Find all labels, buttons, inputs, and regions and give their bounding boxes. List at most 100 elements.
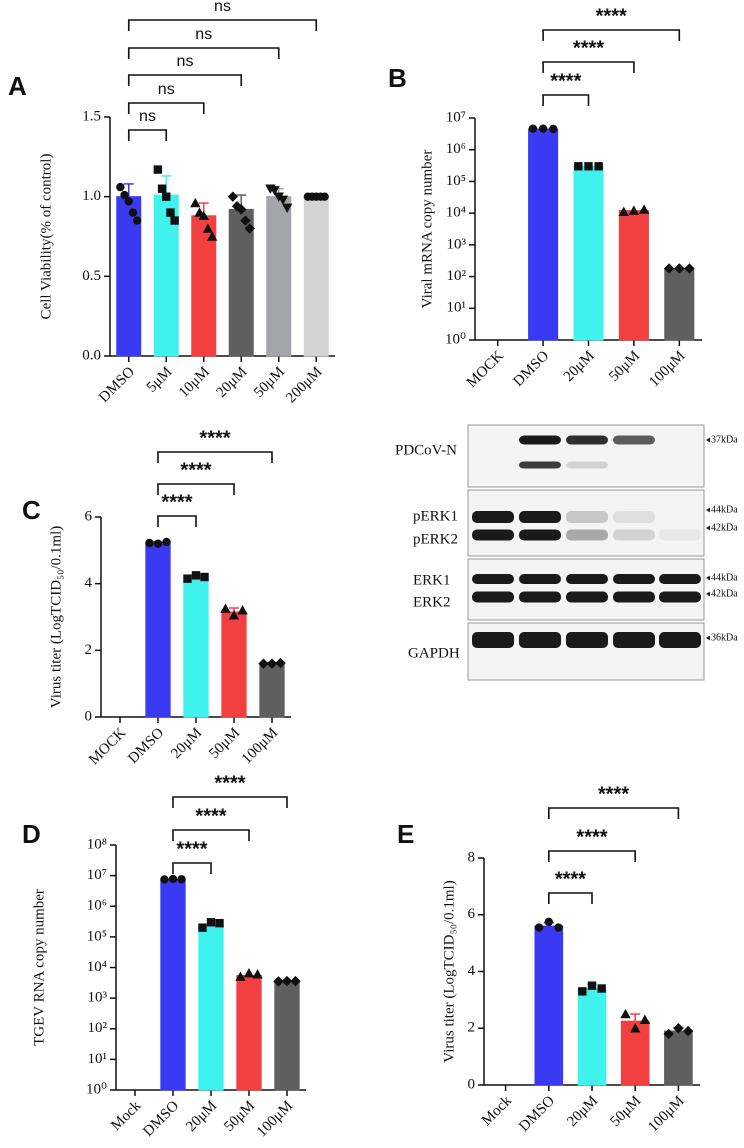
data-point [244,223,255,234]
x-tick-label: DMSO [516,1093,558,1135]
data-point [120,190,129,200]
bar [145,543,171,718]
blot-label: pERK1 [413,508,458,524]
data-point [153,165,163,174]
y-tick-label: 0 [468,1076,476,1092]
size-marker: 37kDa [711,434,738,445]
significance-label: ns [139,108,156,125]
y-tick-label: 10³ [447,236,467,252]
y-tick-label: 0 [85,708,93,724]
data-point [153,539,163,548]
y-tick-label: 10⁷ [87,867,107,883]
data-point [618,206,629,217]
data-point [275,657,286,669]
significance-label: **** [576,826,607,848]
chart-panel: E Virus titer (LogTCID₅₀/0.1ml) 0 2 4 6 8 Mock D… [397,783,700,1135]
blot-band [519,529,561,541]
x-tick-label: DMSO [140,1098,182,1140]
data-point [273,976,284,987]
x-tick-label: 100μM [254,1098,296,1140]
data-point [639,1014,651,1024]
blot-band [613,591,655,603]
size-marker: 36kDa [711,632,738,643]
x-tick-label: 50μM [206,725,243,762]
y-axis-label: TGEV RNA copy number [31,889,47,1046]
y-tick-label: 10⁴ [446,205,466,221]
data-point [534,923,544,932]
data-point [673,1023,684,1034]
chart-panel: D TGEV RNA copy number 10⁰ 10¹ 10² 10³ 10⁴ 10⁵ 1… [22,772,306,1140]
blot-band [472,529,514,541]
bar [228,208,254,357]
x-tick-label: 20μM [168,725,205,762]
y-tick-label: 4 [468,963,476,979]
x-tick-label: 10μM [176,364,213,401]
x-tick-label: DMSO [510,348,552,390]
bar [303,196,329,357]
data-point [554,923,563,932]
data-point [628,205,640,215]
data-point [183,574,192,583]
blot-band [519,591,561,603]
chart-panel: C Virus titer (LogTCID₅₀/0.1ml) 0 2 4 6 MOCKDM… [22,427,291,768]
y-tick-label: 0.0 [82,347,101,363]
y-tick-label: 10² [88,1020,108,1036]
blot-band [566,632,608,648]
data-point [240,215,251,226]
bar [183,576,209,718]
data-point [663,263,675,274]
bar [274,980,300,1091]
y-tick-label: 10¹ [447,300,467,316]
data-point [630,1023,641,1033]
x-tick-label: 100μM [239,725,281,767]
significance-bracket [157,515,197,527]
significance-bracket [172,829,250,841]
x-tick-label: DMSO [125,725,167,767]
y-tick-label: 10⁸ [87,836,107,852]
data-point [170,216,179,225]
x-tick-label: DMSO [96,364,138,406]
data-point [597,984,606,993]
x-tick-label: 100μM [646,348,688,390]
y-tick-label: 10⁰ [445,331,466,347]
blot-band [613,435,655,445]
blot-band [659,529,701,541]
marker-arrow [706,635,710,641]
data-point [168,874,178,884]
bar [221,611,247,718]
blot-band [472,591,514,603]
blot-label: PDCoV-N [395,442,457,458]
data-point [116,182,125,192]
bar [618,210,649,341]
blot-band [472,632,514,648]
data-point [235,971,246,981]
data-point [620,1008,631,1019]
data-point [198,923,207,932]
data-point [252,969,263,979]
bar [664,267,695,341]
western-blot: PDCoV-N pERK1 pERK2 ERK1 ERK2 GAPDH 37kD… [395,424,738,681]
x-tick-label: 100μM [645,1093,687,1135]
data-point [128,208,138,217]
data-point [190,197,201,208]
y-axis-label: Viral mRNA copy number [419,150,435,309]
chart-panel: A Cell Viability(% of control) 0.0 0.5 1.0 1.… [8,0,335,406]
data-point [578,987,587,996]
bar [266,196,292,357]
blot-label: pERK2 [413,531,458,547]
x-tick-label: 5μM [144,364,176,396]
significance-bracket [542,61,635,73]
significance-label: ns [214,0,231,15]
blot-box [467,424,705,488]
bar [236,974,262,1091]
data-point [228,610,240,620]
data-point [124,197,133,206]
blot-box [467,558,705,621]
blot-band [659,632,701,648]
significance-label: ns [158,81,175,98]
marker-arrow [706,591,710,597]
significance-bracket [157,451,273,463]
y-tick-label: 6 [85,508,93,524]
data-point [674,263,685,274]
data-point [162,537,171,547]
